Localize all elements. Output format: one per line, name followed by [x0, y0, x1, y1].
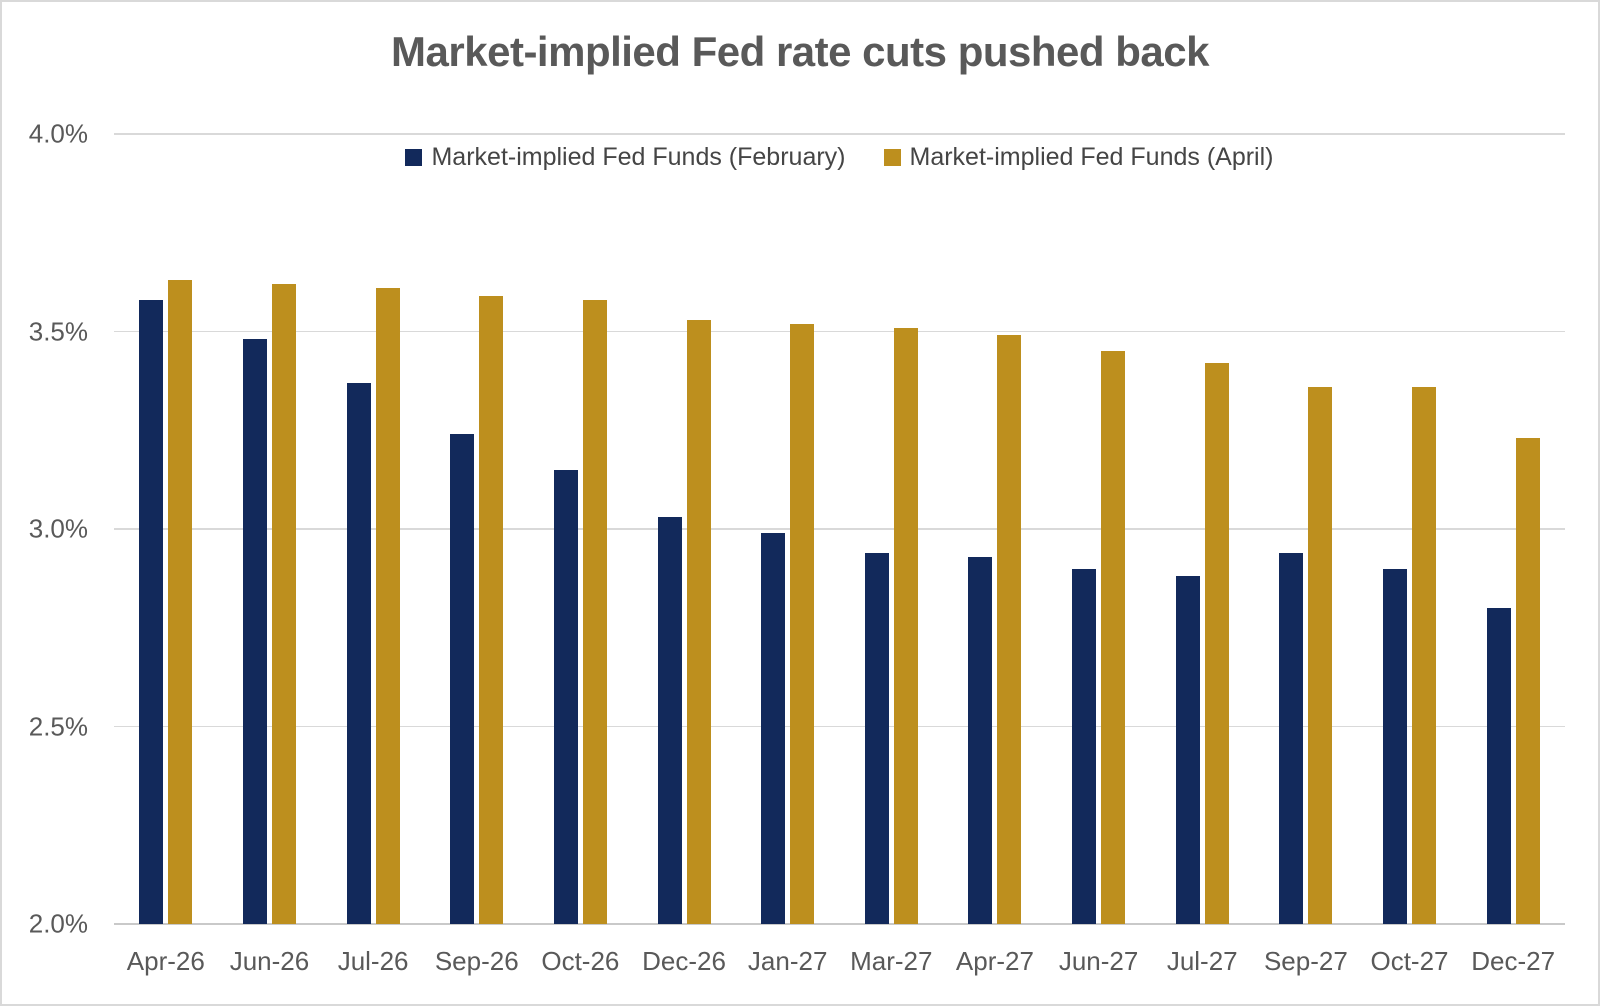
bar-april: [168, 280, 193, 924]
bar-groups: [114, 134, 1565, 924]
x-tick-label: Sep-26: [434, 946, 519, 976]
y-tick-label: 4.0%: [28, 118, 88, 149]
bar-group: [1461, 134, 1565, 924]
x-tick-label: Mar-27: [850, 946, 933, 976]
legend-item-april: Market-implied Fed Funds (April): [883, 143, 1274, 172]
x-tick-label: Jun-26: [229, 946, 310, 976]
bar-group: [425, 134, 529, 924]
bar-february: [968, 556, 993, 924]
x-tick-label: Jan-27: [747, 946, 828, 976]
bar-april: [1412, 386, 1436, 924]
plot-area: [114, 133, 1565, 925]
y-tick-label: 3.0%: [28, 513, 88, 544]
x-tick-label: Apr-27: [955, 946, 1034, 976]
bar-february: [1486, 608, 1511, 924]
x-axis-line: [114, 923, 1565, 925]
legend-label-february: Market-implied Fed Funds (February): [431, 143, 846, 171]
y-tick-label: 2.0%: [28, 908, 88, 939]
legend-swatch-february-icon: [405, 149, 423, 166]
bar-april: [790, 323, 815, 924]
bar-february: [450, 434, 475, 924]
bar-february: [864, 552, 889, 924]
x-tick-label: Dec-26: [642, 946, 726, 976]
x-tick-label: Jun-27: [1058, 946, 1139, 976]
bar-group: [1047, 134, 1151, 924]
y-tick-label: 3.5%: [28, 316, 88, 346]
bar-february: [1383, 568, 1407, 924]
x-tick-label: Oct-27: [1370, 946, 1449, 976]
gridline: [114, 330, 1565, 332]
bar-group: [218, 134, 322, 924]
bar-april: [893, 327, 918, 924]
bar-april: [686, 319, 711, 924]
bar-february: [346, 382, 371, 924]
x-tick-label: Jul-27: [1166, 946, 1238, 976]
bar-group: [529, 134, 633, 924]
bar-february: [139, 299, 164, 924]
legend-label-april: Market-implied Fed Funds (April): [909, 143, 1274, 171]
bar-april: [479, 295, 504, 924]
legend: Market-implied Fed Funds (February) Mark…: [114, 143, 1565, 172]
bar-group: [839, 134, 943, 924]
bar-april: [1515, 438, 1540, 924]
x-tick-label: Sep-27: [1263, 946, 1348, 976]
bar-april: [1204, 363, 1229, 924]
bar-february: [657, 517, 682, 924]
legend-swatch-april-icon: [883, 149, 901, 166]
bar-april: [271, 284, 296, 924]
x-tick-label: Dec-27: [1471, 946, 1556, 976]
bar-february: [242, 339, 267, 924]
bar-group: [632, 134, 736, 924]
bar-february: [1175, 576, 1200, 924]
bar-group: [1358, 134, 1462, 924]
x-tick-label: Apr-26: [126, 946, 205, 976]
bar-february: [761, 532, 786, 924]
bar-group: [114, 134, 218, 924]
y-tick-label: 2.5%: [28, 711, 88, 741]
bar-february: [1072, 568, 1097, 924]
bar-april: [1308, 386, 1333, 924]
bar-april: [997, 335, 1022, 924]
x-axis-labels: Apr-26 Jun-26 Jul-26 Sep-26 Oct-26 Dec-26 Jan-…: [114, 946, 1565, 977]
chart-title: Market-implied Fed rate cuts pushed back: [391, 28, 1209, 75]
bar-group: [1150, 134, 1254, 924]
gridline: [114, 133, 1565, 135]
bar-group: [321, 134, 425, 924]
gridline: [114, 725, 1565, 727]
bar-april: [375, 288, 400, 924]
bar-group: [736, 134, 840, 924]
x-tick-label: Jul-26: [337, 946, 409, 976]
x-tick-label: Oct-26: [541, 946, 620, 976]
bar-april: [582, 299, 607, 924]
y-axis-labels: 4.0% 3.5% 3.0% 2.5% 2.0%: [2, 119, 88, 939]
bar-group: [943, 134, 1047, 924]
bar-february: [553, 469, 578, 924]
legend-item-february: Market-implied Fed Funds (February): [405, 143, 846, 172]
bar-february: [1279, 552, 1304, 924]
gridline: [114, 528, 1565, 530]
bar-group: [1254, 134, 1358, 924]
bar-april: [1101, 351, 1126, 924]
